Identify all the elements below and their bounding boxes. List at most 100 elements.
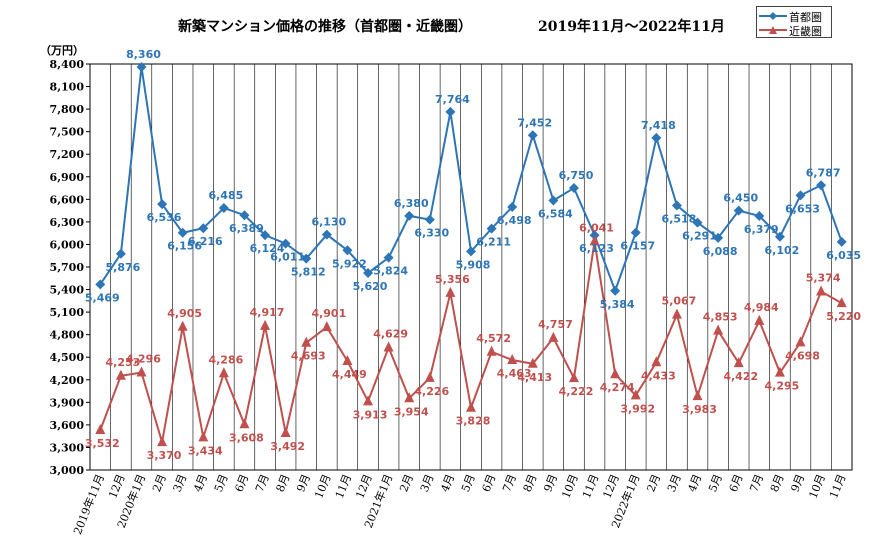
data-point-kinki bbox=[692, 390, 703, 401]
data-point-kinki bbox=[321, 321, 332, 332]
data-label-kinki: 4,226 bbox=[414, 385, 449, 398]
data-point-tokyo bbox=[383, 252, 394, 263]
data-point-kinki bbox=[568, 372, 579, 383]
x-tick-label: 6月 bbox=[727, 472, 746, 494]
x-tick-label: 10月 bbox=[806, 472, 827, 500]
data-label-tokyo: 6,035 bbox=[826, 249, 861, 262]
x-tick-label: 8月 bbox=[768, 472, 787, 494]
data-label-kinki: 4,693 bbox=[291, 350, 326, 363]
data-label-tokyo: 6,485 bbox=[208, 189, 243, 202]
x-tick-label: 2月 bbox=[397, 472, 416, 494]
data-point-kinki bbox=[486, 345, 497, 356]
x-tick-label: 8月 bbox=[521, 472, 540, 494]
y-tick-label: 7,800 bbox=[50, 103, 85, 116]
x-tick-label: 4月 bbox=[191, 472, 210, 494]
data-label-tokyo: 6,102 bbox=[765, 244, 800, 257]
data-point-kinki bbox=[507, 354, 518, 365]
data-label-tokyo: 7,452 bbox=[517, 116, 552, 129]
data-label-kinki: 4,757 bbox=[538, 318, 573, 331]
legend-marker-triangle-icon bbox=[759, 26, 787, 34]
data-label-kinki: 4,422 bbox=[723, 370, 758, 383]
data-point-tokyo bbox=[589, 230, 600, 241]
data-label-kinki: 4,629 bbox=[373, 328, 408, 341]
data-point-tokyo bbox=[713, 232, 724, 243]
data-point-kinki bbox=[836, 297, 847, 308]
data-point-kinki bbox=[280, 427, 291, 438]
data-label-tokyo: 6,389 bbox=[229, 222, 264, 235]
data-point-kinki bbox=[589, 235, 600, 246]
legend-item-tokyo: 首都圏 bbox=[759, 9, 831, 24]
data-point-tokyo bbox=[136, 62, 147, 73]
data-label-tokyo: 6,536 bbox=[147, 211, 182, 224]
data-label-tokyo: 6,291 bbox=[682, 230, 717, 243]
data-label-tokyo: 6,584 bbox=[538, 208, 573, 221]
data-label-kinki: 4,572 bbox=[476, 332, 511, 345]
x-tick-label: 6月 bbox=[232, 472, 251, 494]
x-tick-label: 4月 bbox=[686, 472, 705, 494]
data-label-tokyo: 6,216 bbox=[188, 235, 223, 248]
data-point-tokyo bbox=[692, 217, 703, 228]
x-tick-label: 7月 bbox=[500, 472, 519, 494]
y-tick-label: 5,700 bbox=[50, 261, 85, 274]
x-tick-label: 9月 bbox=[294, 472, 313, 494]
y-tick-label: 3,900 bbox=[50, 396, 85, 409]
data-point-kinki bbox=[527, 357, 538, 368]
data-point-kinki bbox=[445, 286, 456, 297]
y-tick-label: 3,300 bbox=[50, 441, 85, 454]
data-point-tokyo bbox=[774, 231, 785, 242]
data-label-tokyo: 6,088 bbox=[703, 245, 738, 258]
x-tick-label: 3月 bbox=[665, 472, 684, 494]
data-point-tokyo bbox=[816, 180, 827, 191]
data-point-tokyo bbox=[507, 202, 518, 213]
y-tick-label: 4,500 bbox=[50, 351, 85, 364]
data-label-kinki: 4,901 bbox=[311, 307, 346, 320]
x-tick-label: 2月 bbox=[150, 472, 169, 494]
data-point-kinki bbox=[816, 285, 827, 296]
data-label-kinki: 4,286 bbox=[208, 353, 243, 366]
data-point-tokyo bbox=[218, 202, 229, 213]
data-label-kinki: 4,433 bbox=[641, 369, 676, 382]
y-tick-label: 4,200 bbox=[50, 374, 85, 387]
data-label-kinki: 3,370 bbox=[147, 449, 182, 462]
y-tick-label: 8,100 bbox=[50, 81, 85, 94]
data-label-kinki: 4,296 bbox=[126, 353, 161, 366]
data-point-tokyo bbox=[198, 223, 209, 234]
data-label-tokyo: 6,130 bbox=[311, 216, 346, 229]
x-tick-label: 6月 bbox=[480, 472, 499, 494]
data-label-tokyo: 5,908 bbox=[456, 258, 491, 271]
data-point-kinki bbox=[136, 366, 147, 377]
data-point-tokyo bbox=[836, 236, 847, 247]
data-label-tokyo: 7,418 bbox=[641, 119, 676, 132]
x-tick-label: 3月 bbox=[171, 472, 190, 494]
x-tick-label: 8月 bbox=[274, 472, 293, 494]
y-tick-label: 6,300 bbox=[50, 216, 85, 229]
data-label-kinki: 4,274 bbox=[600, 381, 635, 394]
data-point-tokyo bbox=[424, 214, 435, 225]
data-point-tokyo bbox=[733, 205, 744, 216]
x-tick-label: 11月 bbox=[333, 472, 354, 500]
y-tick-label: 6,000 bbox=[50, 238, 85, 251]
data-point-kinki bbox=[198, 431, 209, 442]
data-label-tokyo: 5,824 bbox=[373, 265, 408, 278]
data-point-tokyo bbox=[321, 229, 332, 240]
data-point-kinki bbox=[301, 336, 312, 347]
data-point-tokyo bbox=[630, 227, 641, 238]
data-label-tokyo: 6,379 bbox=[744, 223, 779, 236]
data-point-kinki bbox=[754, 314, 765, 325]
data-point-kinki bbox=[404, 392, 415, 403]
data-label-kinki: 3,608 bbox=[229, 431, 264, 444]
legend-label-kinki: 近畿圏 bbox=[789, 25, 822, 38]
data-point-tokyo bbox=[651, 132, 662, 143]
x-tick-label: 12月 bbox=[353, 472, 374, 500]
data-label-kinki: 6,041 bbox=[579, 221, 614, 234]
data-label-tokyo: 6,380 bbox=[394, 197, 429, 210]
data-point-tokyo bbox=[445, 106, 456, 117]
data-label-kinki: 3,828 bbox=[456, 415, 491, 428]
y-tick-label: 3,600 bbox=[50, 419, 85, 432]
data-point-tokyo bbox=[671, 200, 682, 211]
y-tick-label: 7,200 bbox=[50, 148, 85, 161]
data-point-tokyo bbox=[239, 210, 250, 221]
data-label-kinki: 4,222 bbox=[559, 385, 594, 398]
x-tick-label: 5月 bbox=[459, 472, 478, 494]
data-point-kinki bbox=[713, 324, 724, 335]
